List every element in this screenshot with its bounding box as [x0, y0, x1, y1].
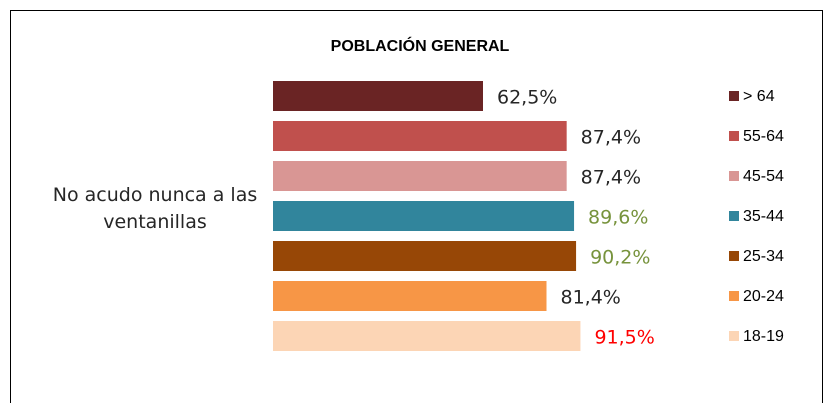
legend-label: > 64: [743, 88, 775, 105]
legend-label: 18-19: [743, 328, 784, 345]
legend-label: 20-24: [743, 288, 784, 305]
chart-title: POBLACIÓN GENERAL: [331, 36, 510, 55]
legend-swatch: [729, 331, 739, 341]
legend-label: 55-64: [743, 128, 784, 145]
legend-label: 35-44: [743, 208, 784, 225]
bar: [273, 321, 581, 351]
value-label: 90,2%: [590, 247, 650, 269]
bar: [273, 81, 483, 111]
bar: [273, 241, 577, 271]
legend-swatch: [729, 211, 739, 221]
bar: [273, 161, 567, 191]
value-label: 81,4%: [561, 287, 621, 309]
legend-swatch: [729, 251, 739, 261]
legend-swatch: [729, 131, 739, 141]
value-label: 91,5%: [594, 327, 654, 349]
value-label: 87,4%: [581, 127, 641, 149]
category-label: No acudo nunca a las ventanillas: [52, 184, 258, 233]
value-label: 89,6%: [588, 207, 648, 229]
legend-swatch: [729, 171, 739, 181]
frame: [10, 10, 823, 403]
bar: [273, 201, 575, 231]
legend-label: 25-34: [743, 248, 784, 265]
legend-swatch: [729, 91, 739, 101]
bar: [273, 121, 567, 151]
bar: [273, 281, 547, 311]
value-label: 62,5%: [497, 87, 557, 109]
legend-swatch: [729, 291, 739, 301]
legend-label: 45-54: [743, 168, 784, 185]
value-label: 87,4%: [581, 167, 641, 189]
